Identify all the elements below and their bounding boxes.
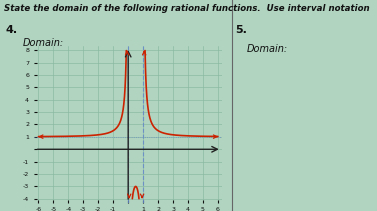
Text: Domain:: Domain: xyxy=(247,44,288,54)
Text: 5.: 5. xyxy=(236,25,247,35)
Text: State the domain of the following rational functions.  Use interval notation: State the domain of the following ration… xyxy=(4,4,369,13)
Text: Domain:: Domain: xyxy=(23,38,64,48)
Text: 4.: 4. xyxy=(6,25,18,35)
